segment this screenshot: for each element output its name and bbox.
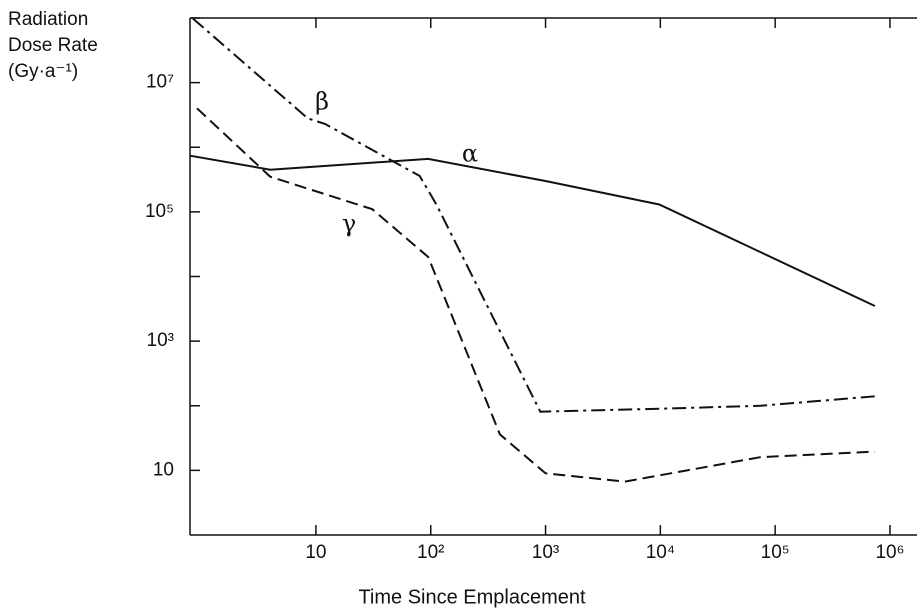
y-axis-label: Dose Rate <box>8 35 98 56</box>
y-tick-label: 10 <box>153 459 174 480</box>
y-tick-label: 10⁷ <box>146 72 174 93</box>
y-tick-label: 10³ <box>147 330 174 351</box>
x-tick-label: 10² <box>417 542 444 563</box>
x-tick-label: 10⁶ <box>875 542 904 563</box>
y-axis-label: Radiation <box>8 9 88 30</box>
x-tick-label: 10 <box>305 542 326 563</box>
series-label: γ <box>342 210 356 238</box>
series-line <box>196 107 875 483</box>
x-axis-label: Time Since Emplacement <box>358 586 586 608</box>
y-tick-label: 10⁵ <box>145 201 174 222</box>
x-tick-label: 10⁵ <box>761 542 790 563</box>
series-line <box>189 154 876 307</box>
series-label: α <box>462 140 478 168</box>
y-axis-label: (Gy·a⁻¹) <box>8 61 78 82</box>
series-label: β <box>315 88 329 116</box>
x-tick-label: 10³ <box>532 542 559 563</box>
x-tick-label: 10⁴ <box>646 542 675 563</box>
series-line <box>192 17 875 413</box>
